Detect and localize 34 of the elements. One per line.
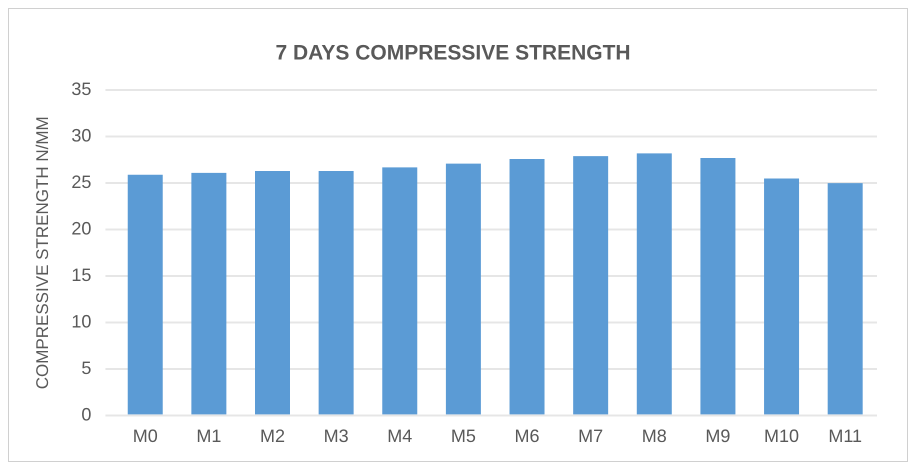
x-tick-label: M1 bbox=[196, 426, 222, 446]
y-tick-label: 25 bbox=[71, 172, 92, 192]
x-tick-label: M5 bbox=[450, 426, 476, 446]
y-tick-label: 30 bbox=[71, 126, 92, 146]
bar bbox=[191, 172, 226, 414]
x-tick-label: M9 bbox=[705, 426, 730, 446]
bar bbox=[318, 171, 354, 414]
y-tick-label: 5 bbox=[81, 358, 92, 378]
bar bbox=[382, 167, 418, 414]
x-tick-label: M0 bbox=[132, 426, 158, 446]
y-tick-label: 35 bbox=[71, 79, 92, 100]
y-tick-label: 0 bbox=[81, 404, 92, 424]
bar bbox=[764, 178, 800, 414]
x-tick-label: M11 bbox=[828, 426, 862, 446]
bar bbox=[446, 164, 481, 414]
bar bbox=[636, 153, 672, 414]
x-tick-label: M2 bbox=[260, 426, 286, 446]
y-tick-label: 15 bbox=[71, 264, 92, 285]
chart-title: 7 DAYS COMPRESSIVE STRENGTH bbox=[275, 41, 631, 64]
bar bbox=[255, 171, 290, 414]
bar bbox=[573, 156, 608, 414]
y-tick-label: 20 bbox=[71, 218, 92, 239]
x-tick-label: M6 bbox=[514, 426, 540, 446]
bar bbox=[700, 158, 736, 414]
x-tick-label: M7 bbox=[578, 426, 604, 446]
x-tick-label: M10 bbox=[764, 426, 800, 446]
x-tick-label: M4 bbox=[387, 426, 412, 446]
y-tick-label: 10 bbox=[71, 311, 92, 332]
x-tick-label: M8 bbox=[642, 426, 667, 446]
bar bbox=[828, 183, 863, 414]
x-tick-label: M3 bbox=[324, 426, 349, 446]
y-axis-title: COMPRESSIVE STRENGTH N/MM bbox=[32, 116, 52, 390]
bar bbox=[128, 174, 163, 414]
bar bbox=[510, 158, 545, 414]
